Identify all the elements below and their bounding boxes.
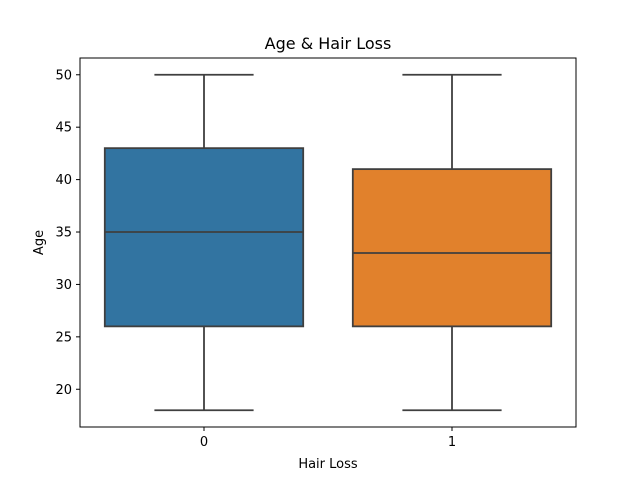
plot-frame bbox=[79, 57, 577, 428]
y-tick-label: 35 bbox=[55, 226, 72, 241]
box-1 bbox=[351, 168, 553, 328]
chart-title: Age & Hair Loss bbox=[265, 34, 392, 53]
box-0 bbox=[103, 147, 305, 328]
box-group-1 bbox=[351, 73, 553, 412]
x-tick-label: 0 bbox=[200, 435, 208, 450]
y-tick-label: 25 bbox=[55, 330, 72, 345]
box-group-0 bbox=[103, 73, 305, 412]
y-axis: 20 25 30 35 40 45 50 bbox=[55, 68, 80, 398]
x-axis-label: Hair Loss bbox=[298, 457, 358, 472]
x-tick-label: 1 bbox=[448, 435, 456, 450]
y-tick-label: 50 bbox=[55, 68, 72, 83]
y-tick-label: 45 bbox=[55, 121, 72, 136]
y-tick-label: 20 bbox=[55, 383, 72, 398]
y-tick-label: 40 bbox=[55, 173, 72, 188]
boxes-layer bbox=[103, 73, 553, 412]
y-tick-label: 30 bbox=[55, 278, 72, 293]
y-axis-label: Age bbox=[32, 230, 47, 255]
